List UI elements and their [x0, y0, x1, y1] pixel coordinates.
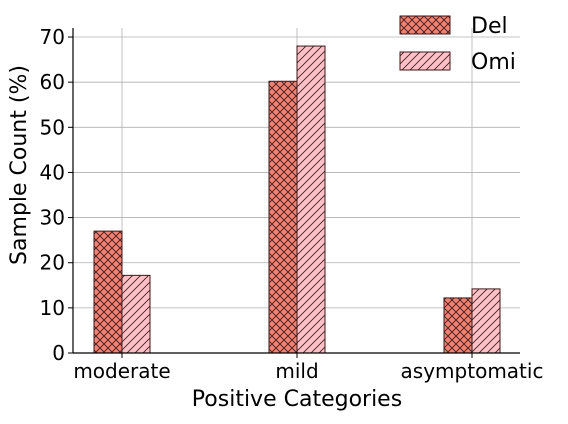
legend-swatch: [399, 51, 451, 71]
legend-label: Del: [471, 14, 508, 39]
y-tick-label: 30: [40, 206, 65, 230]
y-tick-label: 0: [52, 341, 65, 365]
legend-item: Omi: [399, 50, 516, 75]
legend-label: Omi: [471, 50, 516, 75]
bars: [93, 45, 501, 354]
y-tick-label: 40: [40, 160, 65, 184]
bar-del: [443, 297, 473, 354]
legend-swatch: [399, 15, 451, 35]
x-tick-label: moderate: [73, 359, 170, 383]
x-tick-label: asymptomatic: [401, 359, 544, 383]
bar-del: [93, 230, 123, 354]
x-tick-label: mild: [275, 359, 318, 383]
legend: Del Omi: [399, 14, 516, 75]
bar-del: [268, 80, 298, 354]
y-tick-label: 70: [40, 25, 65, 49]
bar-omi: [121, 274, 151, 354]
bar-omi: [471, 288, 501, 354]
bar-omi: [296, 45, 326, 354]
legend-item: Del: [399, 14, 508, 39]
y-tick-label: 20: [40, 251, 65, 275]
y-tick-label: 10: [40, 296, 65, 320]
y-tick-label: 60: [40, 70, 65, 94]
tick-labels: 0 10 20 30 40 50 60 70 moderate mild asymptomatic: [40, 25, 544, 383]
y-tick-label: 50: [40, 115, 65, 139]
axes: [68, 28, 520, 358]
y-axis-label: Sample Count (%): [7, 65, 32, 265]
x-axis-label: Positive Categories: [192, 387, 402, 412]
